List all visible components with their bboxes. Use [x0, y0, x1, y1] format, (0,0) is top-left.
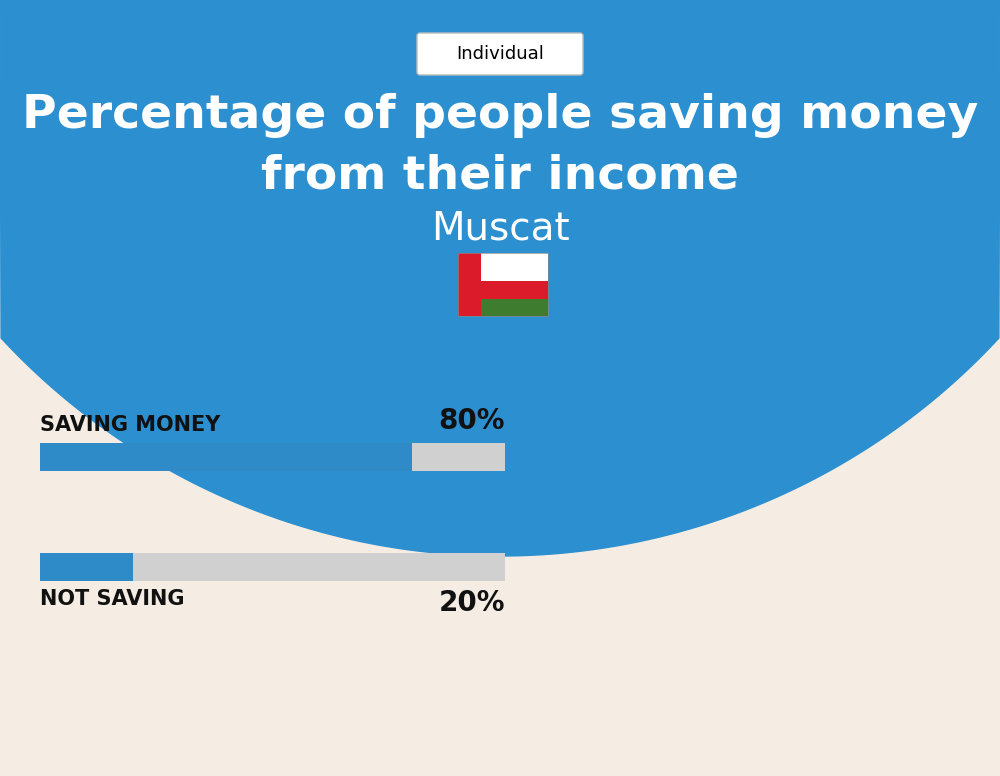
FancyBboxPatch shape: [417, 33, 583, 75]
Text: Muscat: Muscat: [431, 209, 569, 247]
Text: 80%: 80%: [438, 407, 505, 435]
Text: 20%: 20%: [438, 589, 505, 617]
Bar: [481, 282, 548, 299]
Bar: [40, 553, 133, 581]
Polygon shape: [0, 0, 1000, 556]
Text: NOT SAVING: NOT SAVING: [40, 589, 184, 609]
Text: Percentage of people saving money: Percentage of people saving money: [22, 93, 978, 138]
Bar: [481, 253, 548, 282]
Bar: [481, 299, 548, 316]
Text: Individual: Individual: [456, 45, 544, 63]
Text: from their income: from their income: [261, 154, 739, 199]
Bar: [458, 253, 481, 316]
Bar: [458, 253, 548, 316]
Bar: [40, 443, 505, 471]
Text: SAVING MONEY: SAVING MONEY: [40, 415, 220, 435]
Bar: [40, 443, 412, 471]
Bar: [40, 553, 505, 581]
